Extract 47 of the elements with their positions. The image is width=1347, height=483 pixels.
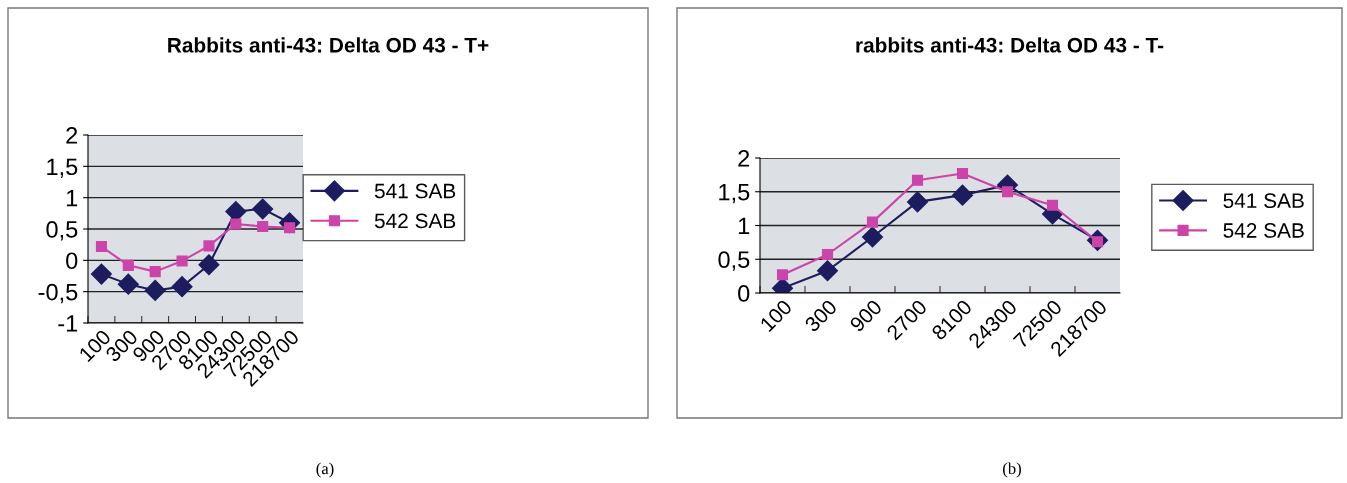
- point: [911, 174, 924, 186]
- point: [149, 266, 161, 278]
- point: [117, 273, 139, 295]
- y-tick-label: 1: [66, 189, 78, 207]
- y-tick-label: 1,5: [719, 184, 750, 204]
- point: [144, 279, 166, 301]
- x-tick-label: 100: [759, 298, 793, 333]
- point: [821, 248, 834, 261]
- point: [230, 218, 242, 230]
- point: [203, 240, 215, 252]
- point: [776, 269, 789, 281]
- point: [171, 276, 193, 298]
- legend-label: 542 SAB: [1223, 223, 1304, 238]
- point: [90, 263, 112, 285]
- y-tick-label: 2: [66, 127, 78, 144]
- point: [861, 226, 884, 248]
- point: [176, 255, 188, 267]
- text: (a): [316, 462, 334, 478]
- y-tick-label: 0,5: [718, 251, 750, 271]
- point: [866, 216, 879, 228]
- y-tick-label: 0: [738, 285, 750, 302]
- point: [956, 167, 969, 180]
- y-tick-label: 1: [738, 217, 750, 235]
- text: (b): [1003, 462, 1021, 478]
- legend-label: 541 SAB: [374, 183, 456, 199]
- chart-title: Rabbits anti-43: Delta OD 43 - T+: [168, 37, 489, 53]
- y-tick-label: 1,5: [47, 158, 78, 178]
- legend-label: 542 SAB: [374, 213, 456, 229]
- y-tick-label: 0,5: [46, 221, 78, 241]
- y-tick-label: 2: [738, 150, 750, 167]
- y-tick-label: 0: [66, 252, 78, 270]
- y-tick-label: -1: [58, 315, 78, 332]
- point: [1046, 199, 1059, 211]
- point: [122, 259, 134, 271]
- x-tick-label: 900: [849, 298, 883, 333]
- point: [1001, 186, 1014, 198]
- legend-label: 541 SAB: [1223, 193, 1304, 209]
- x-tick-label: 300: [803, 298, 838, 333]
- point: [95, 240, 107, 253]
- chart-title: rabbits anti-43: Delta OD 43 - T-: [856, 37, 1164, 53]
- y-tick-label: -0,5: [38, 283, 78, 304]
- point: [906, 191, 929, 213]
- point: [951, 184, 974, 206]
- point: [252, 198, 274, 220]
- point: [257, 220, 269, 233]
- point: [198, 254, 220, 276]
- point: [816, 260, 839, 282]
